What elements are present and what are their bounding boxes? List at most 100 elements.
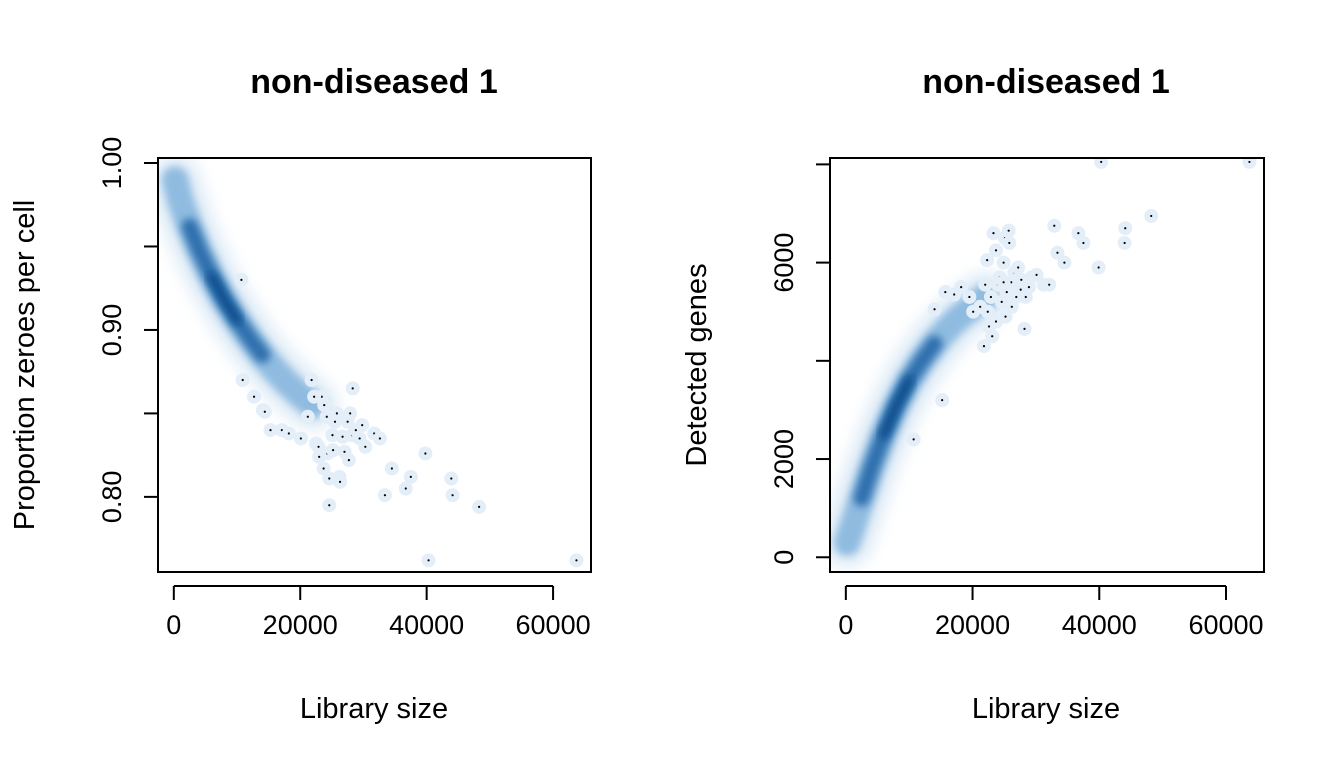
data-point [310,378,313,382]
x-tick-label: 0 [166,610,181,640]
data-point [1063,261,1066,264]
data-point [933,308,936,311]
data-point [361,423,364,427]
x-tick-label: 40000 [1062,610,1137,640]
data-point [1048,283,1051,286]
data-point [354,429,357,432]
outlier-halo [1094,158,1109,169]
y-tick-label: 1.00 [97,137,127,190]
data-point [1005,290,1008,294]
data-point [333,420,337,423]
data-point [335,412,338,415]
data-point [1027,286,1031,289]
data-point [409,475,412,478]
data-point [358,437,361,440]
data-point [478,505,481,508]
data-point [953,293,956,296]
data-point [241,378,244,382]
data-point [263,410,266,413]
data-point [287,432,290,435]
data-point [269,429,272,432]
data-point [323,403,326,407]
y-axis-label: Proportion zeroes per cell [9,200,41,530]
data-point [299,437,302,440]
data-point [1124,227,1127,230]
data-point [450,477,453,480]
data-point [424,452,427,455]
density-cloud [830,273,1009,566]
data-point [1053,224,1056,227]
data-point [331,434,334,437]
data-point [984,283,987,286]
data-point [240,278,243,281]
data-point [328,504,331,507]
y-axis: 0.80 0.90 1.00 [97,137,159,524]
data-point [986,259,989,262]
x-tick-label: 20000 [935,610,1010,640]
data-point [338,480,342,483]
density-cloud [158,158,336,429]
plot-area [830,158,1257,566]
data-point [1123,241,1126,245]
plot-box [157,157,592,573]
data-point [1002,281,1005,284]
panel-proportion-zeroes: non-diseased 1 0 20000 40000 60000 0.80 0.90… [9,63,592,725]
data-point [347,459,350,462]
data-point [1002,261,1005,264]
chart-title: non-diseased 1 [250,63,498,101]
data-point [1056,251,1059,254]
data-point [318,455,321,458]
x-axis: 0 20000 40000 60000 [838,585,1264,640]
data-point [1077,232,1080,235]
x-tick-label: 60000 [1188,610,1263,640]
data-point [1035,273,1038,276]
x-tick-label: 20000 [263,610,338,640]
data-point [343,450,346,453]
data-point [1007,229,1010,232]
y-tick-label: 6000 [769,233,799,293]
data-point [349,412,352,415]
data-point [313,395,316,398]
data-point [1100,160,1103,164]
data-point [960,286,963,289]
data-point [994,320,998,323]
density-peak [206,271,243,325]
data-point [252,395,256,398]
y-axis-label: Detected genes [681,263,713,466]
data-point [991,335,994,338]
data-point [994,249,998,252]
y-tick-label: 0 [769,550,799,565]
data-point [346,420,349,423]
data-point [331,449,335,452]
plot-area [158,158,584,568]
data-point [972,310,975,313]
data-point [941,399,944,402]
data-point [992,232,995,235]
data-point [986,310,989,313]
data-point [575,559,578,562]
x-axis-label: Library size [972,693,1120,725]
x-tick-label: 60000 [516,610,591,640]
data-point [378,437,381,440]
data-point [979,305,982,308]
y-axis: 0 2000 6000 [769,163,831,565]
x-axis: 0 20000 40000 60000 [166,585,591,640]
data-point [968,295,971,299]
panel-detected-genes: non-diseased 1 0 20000 40000 60000 0 2000 600… [681,63,1265,725]
x-tick-label: 0 [838,610,853,640]
data-point [1019,288,1022,291]
data-point [322,467,325,470]
y-tick-label: 0.80 [97,471,127,524]
y-tick-label: 0.90 [97,304,127,357]
outlier-halo [1242,158,1257,169]
x-axis-label: Library size [300,693,448,725]
data-point [982,344,986,348]
data-point [383,494,387,497]
data-point [1010,305,1013,308]
data-point [306,415,309,418]
data-point [325,415,328,418]
data-point [1020,278,1023,281]
data-point [1097,266,1100,269]
data-point [390,467,393,470]
